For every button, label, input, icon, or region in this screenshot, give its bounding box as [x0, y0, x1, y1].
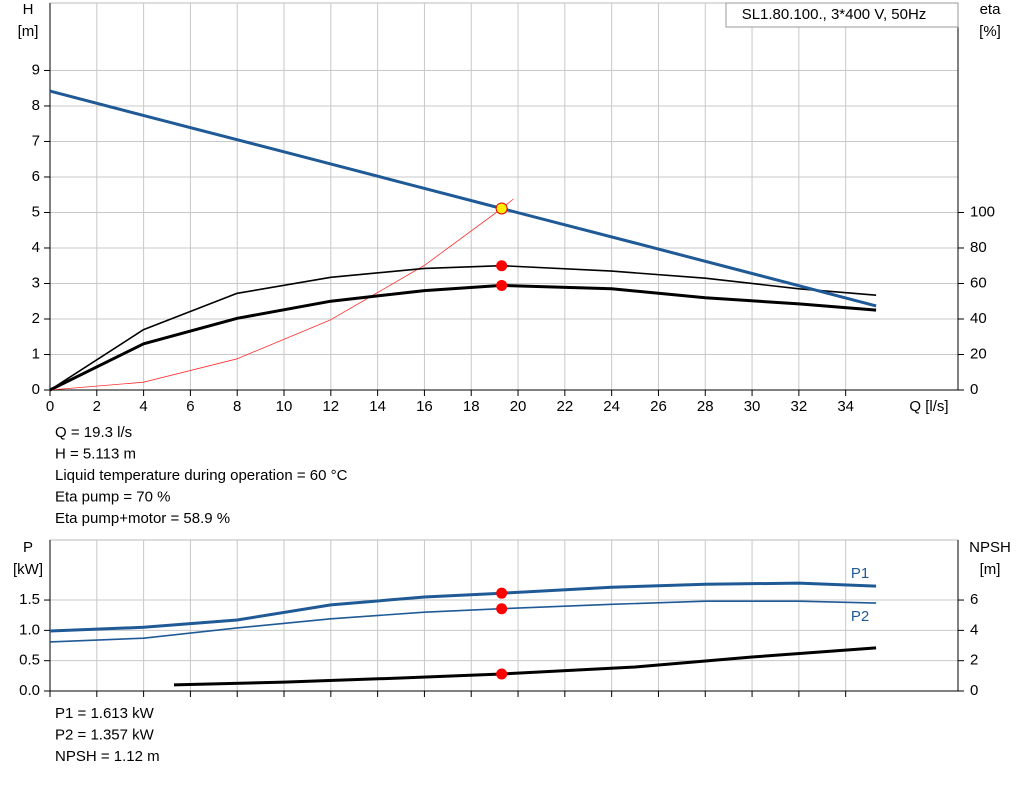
x-tick-label: 12 [322, 398, 339, 415]
y-tick-label: 4 [32, 239, 40, 256]
y-tick-label: 2 [32, 310, 40, 327]
series-line [49, 600, 877, 643]
y-tick-label: 1 [32, 345, 40, 362]
x-tick-label: 18 [463, 398, 480, 415]
y2-axis-label: eta [980, 1, 1002, 18]
x-tick-label: 2 [93, 398, 101, 415]
note: P2 = 1.357 kW [55, 726, 155, 743]
y-axis-unit: [kW] [13, 561, 43, 578]
y-tick-label: 0.5 [19, 652, 40, 669]
x-tick-label: 26 [650, 398, 667, 415]
operating-point [496, 260, 508, 272]
x-tick-label: 6 [186, 398, 194, 415]
y-axis-label: P [23, 539, 33, 556]
y-tick-label: 9 [32, 61, 40, 78]
y-tick-label: 0 [32, 381, 40, 398]
x-tick-label: 10 [276, 398, 293, 415]
y2-axis-unit: [m] [980, 561, 1001, 578]
operating-point [495, 202, 508, 215]
y2-tick-label: 60 [970, 274, 987, 291]
y2-tick-label: 20 [970, 345, 987, 362]
y-tick-label: 1.5 [19, 591, 40, 608]
x-tick-label: 32 [791, 398, 808, 415]
note: H = 5.113 m [55, 445, 136, 462]
y2-tick-label: 2 [970, 652, 978, 669]
x-tick-label: 8 [233, 398, 241, 415]
y2-axis-unit: [%] [979, 23, 1001, 40]
series-line [49, 581, 877, 633]
note: NPSH = 1.12 m [55, 748, 160, 765]
y-tick-label: 5 [32, 203, 40, 220]
series-line [49, 264, 877, 391]
note: P1 = 1.613 kW [55, 705, 155, 722]
chart-title: SL1.80.100., 3*400 V, 50Hz [742, 6, 927, 23]
series-label: P2 [851, 608, 869, 625]
title-box [725, 2, 959, 28]
operating-point [496, 279, 508, 291]
note: Eta pump+motor = 58.9 % [55, 510, 230, 527]
x-tick-label: 22 [557, 398, 574, 415]
x-tick-label: 24 [603, 398, 620, 415]
y2-tick-label: 100 [970, 203, 995, 220]
series-line [49, 283, 877, 392]
y-axis-unit: [m] [18, 23, 39, 40]
x-axis-label: Q [l/s] [909, 398, 948, 415]
x-tick-label: 4 [139, 398, 147, 415]
operating-point [496, 603, 508, 615]
y-tick-label: 0.0 [19, 682, 40, 699]
x-tick-label: 0 [46, 398, 54, 415]
note: Eta pump = 70 % [55, 488, 171, 505]
y-tick-label: 6 [32, 168, 40, 185]
y-tick-label: 1.0 [19, 621, 40, 638]
y2-tick-label: 6 [970, 591, 978, 608]
y-axis-label: H [23, 1, 34, 18]
y2-tick-label: 80 [970, 239, 987, 256]
y2-tick-label: 0 [970, 381, 978, 398]
operating-point [496, 668, 508, 680]
x-tick-label: 28 [697, 398, 714, 415]
y-tick-label: 7 [32, 132, 40, 149]
series-label: P1 [851, 565, 869, 582]
y-tick-label: 3 [32, 274, 40, 291]
y2-tick-label: 0 [970, 682, 978, 699]
y-tick-label: 8 [32, 97, 40, 114]
y2-axis-label: NPSH [969, 539, 1011, 556]
x-tick-label: 34 [837, 398, 854, 415]
x-tick-label: 16 [416, 398, 433, 415]
series-line [49, 89, 877, 308]
y2-tick-label: 4 [970, 621, 978, 638]
note: Q = 19.3 l/s [55, 424, 132, 441]
y2-tick-label: 40 [970, 310, 987, 327]
note: Liquid temperature during operation = 60… [55, 467, 348, 484]
x-tick-label: 30 [744, 398, 761, 415]
operating-point [496, 587, 508, 599]
x-tick-label: 20 [510, 398, 527, 415]
x-tick-label: 14 [369, 398, 386, 415]
